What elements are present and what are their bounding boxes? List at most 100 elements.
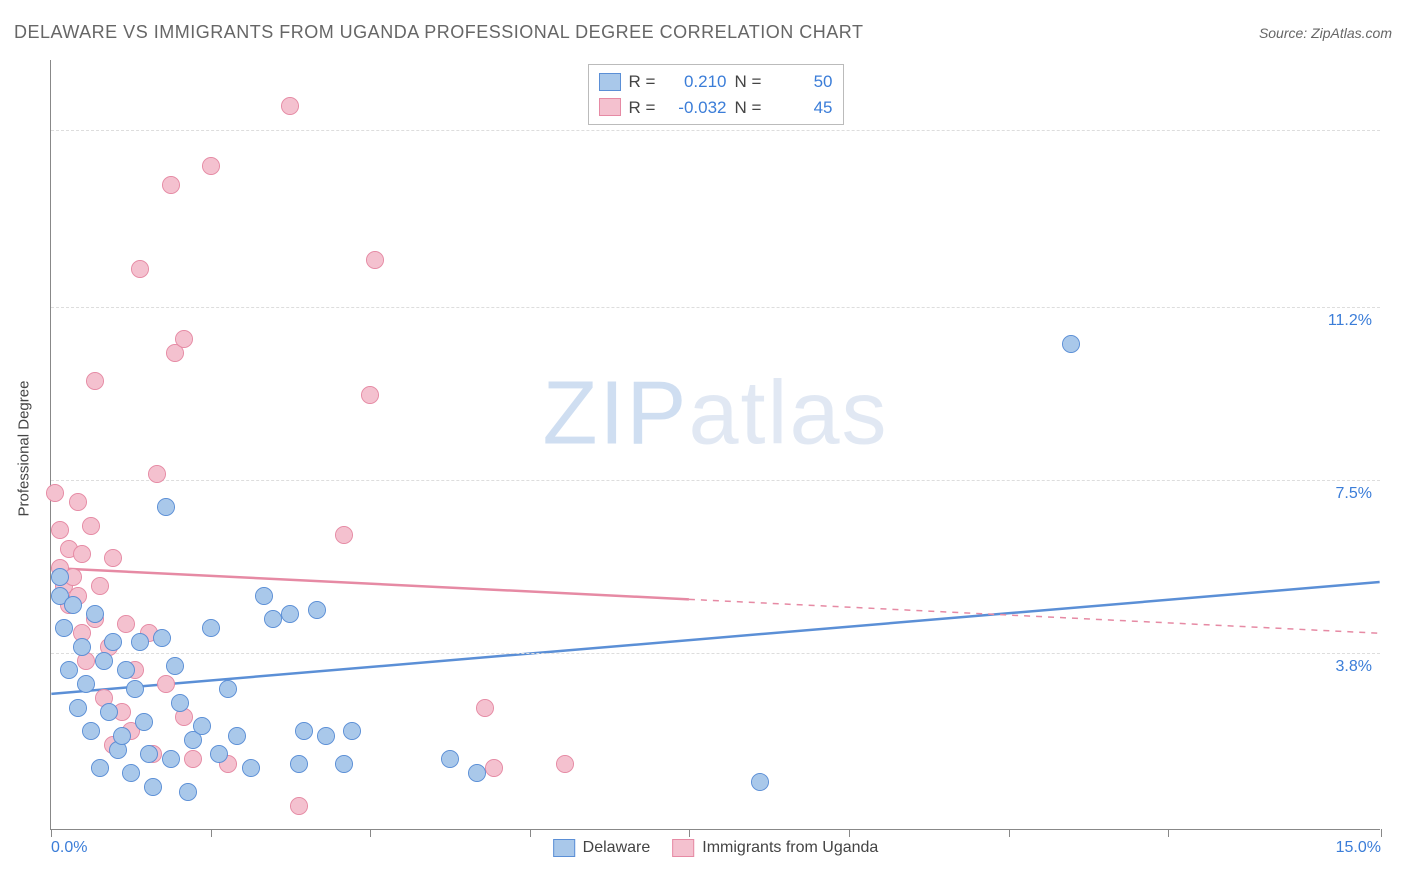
data-point [441,750,459,768]
data-point [86,605,104,623]
r-value-delaware: 0.210 [667,69,727,95]
data-point [135,713,153,731]
chart-header: DELAWARE VS IMMIGRANTS FROM UGANDA PROFE… [14,22,1392,43]
data-point [46,484,64,502]
swatch-uganda-bottom [672,839,694,857]
data-point [104,633,122,651]
data-point [51,521,69,539]
gridline [51,480,1380,481]
r-label: R = [629,69,659,95]
data-point [64,596,82,614]
data-point [131,633,149,651]
trend-line-solid [51,582,1379,694]
data-point [162,176,180,194]
data-point [162,750,180,768]
n-value-delaware: 50 [773,69,833,95]
data-point [104,549,122,567]
watermark-atlas: atlas [688,363,888,463]
x-tick-label: 0.0% [51,839,87,857]
data-point [73,638,91,656]
x-tick [689,829,690,837]
legend-label-delaware: Delaware [583,839,651,857]
correlation-legend: R = 0.210 N = 50 R = -0.032 N = 45 [588,64,844,125]
data-point [60,661,78,679]
chart-title: DELAWARE VS IMMIGRANTS FROM UGANDA PROFE… [14,22,863,43]
data-point [51,568,69,586]
data-point [73,545,91,563]
data-point [157,498,175,516]
trend-lines [51,60,1380,829]
data-point [166,657,184,675]
data-point [69,699,87,717]
data-point [113,727,131,745]
data-point [117,615,135,633]
data-point [361,386,379,404]
trend-line-dashed [689,599,1380,633]
data-point [157,675,175,693]
watermark-zip: ZIP [542,363,688,463]
data-point [117,661,135,679]
n-value-uganda: 45 [773,95,833,121]
legend-item-delaware: Delaware [553,839,651,857]
x-tick [530,829,531,837]
data-point [335,526,353,544]
data-point [1062,335,1080,353]
data-point [148,465,166,483]
data-point [219,680,237,698]
data-point [290,797,308,815]
data-point [264,610,282,628]
data-point [171,694,189,712]
data-point [95,652,113,670]
y-axis-label: Professional Degree [16,381,33,517]
data-point [131,260,149,278]
data-point [193,717,211,735]
data-point [140,745,158,763]
data-point [91,759,109,777]
data-point [202,619,220,637]
x-tick [51,829,52,837]
data-point [69,493,87,511]
gridline [51,307,1380,308]
gridline [51,130,1380,131]
data-point [556,755,574,773]
x-tick-label: 15.0% [1336,839,1381,857]
data-point [77,675,95,693]
swatch-uganda [599,98,621,116]
legend-item-uganda: Immigrants from Uganda [672,839,878,857]
x-tick [849,829,850,837]
data-point [485,759,503,777]
y-tick-label: 11.2% [1328,312,1372,330]
data-point [202,157,220,175]
x-tick [1168,829,1169,837]
data-point [228,727,246,745]
data-point [153,629,171,647]
data-point [91,577,109,595]
y-tick-label: 3.8% [1336,658,1372,676]
series-legend: Delaware Immigrants from Uganda [553,839,879,857]
correlation-row-uganda: R = -0.032 N = 45 [599,95,833,121]
n-label: N = [735,69,765,95]
data-point [86,372,104,390]
watermark: ZIPatlas [542,362,888,465]
swatch-delaware [599,73,621,91]
x-tick [1381,829,1382,837]
data-point [179,783,197,801]
legend-label-uganda: Immigrants from Uganda [702,839,878,857]
swatch-delaware-bottom [553,839,575,857]
data-point [290,755,308,773]
data-point [175,330,193,348]
data-point [751,773,769,791]
x-tick [370,829,371,837]
data-point [343,722,361,740]
trend-line-solid [51,568,689,599]
data-point [82,517,100,535]
correlation-row-delaware: R = 0.210 N = 50 [599,69,833,95]
data-point [82,722,100,740]
scatter-plot: ZIPatlas R = 0.210 N = 50 R = -0.032 N =… [50,60,1380,830]
data-point [281,97,299,115]
source-label: Source: ZipAtlas.com [1259,25,1392,41]
data-point [476,699,494,717]
data-point [366,251,384,269]
gridline [51,653,1380,654]
data-point [55,619,73,637]
